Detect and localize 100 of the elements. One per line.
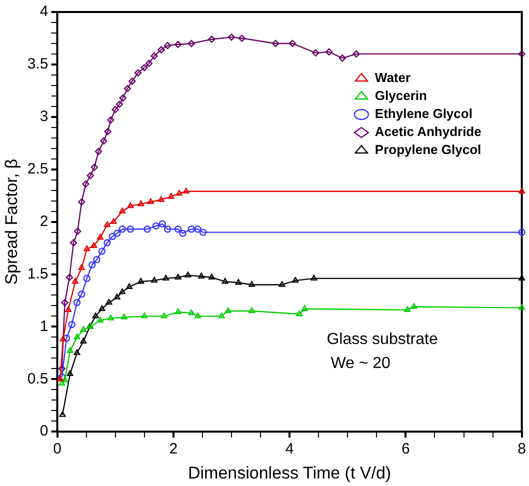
point xyxy=(410,303,418,309)
y-tick-label: 0.5 xyxy=(27,370,48,388)
y-tick-label: 3.5 xyxy=(27,56,48,73)
point xyxy=(78,290,86,298)
point xyxy=(114,294,120,300)
point xyxy=(174,226,182,233)
point xyxy=(222,278,228,284)
point xyxy=(65,306,72,312)
point xyxy=(107,116,114,124)
point xyxy=(148,198,154,204)
y-tick-label: 1.5 xyxy=(27,265,48,282)
legend-label: Acetic Anhydride xyxy=(374,124,482,140)
x-tick-label: 2 xyxy=(169,440,178,458)
y-tick-label: 2 xyxy=(40,212,48,230)
point xyxy=(58,380,66,386)
point xyxy=(113,230,121,237)
legend-label: Propylene Glycol xyxy=(374,142,482,158)
point xyxy=(176,190,182,196)
y-axis-title: Spread Factor, β xyxy=(2,158,21,285)
point xyxy=(83,274,90,282)
point xyxy=(199,228,207,236)
point xyxy=(164,42,172,50)
point xyxy=(82,180,90,188)
point xyxy=(158,46,165,54)
point xyxy=(248,307,255,314)
point xyxy=(312,49,320,57)
point xyxy=(188,40,195,48)
point xyxy=(162,274,170,281)
point xyxy=(118,226,126,233)
point xyxy=(518,228,526,236)
point xyxy=(107,314,114,320)
point xyxy=(119,94,126,102)
point xyxy=(174,308,182,314)
point xyxy=(59,411,66,417)
point xyxy=(90,242,98,248)
point xyxy=(404,306,411,312)
point xyxy=(126,226,134,233)
point xyxy=(74,228,82,235)
point xyxy=(138,200,144,206)
x-axis-title: Dimensionless Time (t V/d) xyxy=(188,463,392,482)
point xyxy=(78,264,85,270)
point xyxy=(66,370,74,376)
point xyxy=(182,188,190,194)
point xyxy=(97,316,104,323)
point xyxy=(301,305,308,311)
point xyxy=(518,274,526,281)
point xyxy=(68,321,76,328)
point xyxy=(141,312,148,318)
point xyxy=(325,48,333,56)
point xyxy=(120,314,128,320)
point xyxy=(208,36,216,43)
point xyxy=(74,349,80,356)
y-tick-label: 3 xyxy=(40,108,48,126)
y-tick-label: 2.5 xyxy=(27,160,48,178)
point xyxy=(144,226,151,233)
point xyxy=(62,376,68,382)
point xyxy=(56,376,64,382)
y-tick-label: 0 xyxy=(40,422,48,440)
point xyxy=(352,50,360,58)
point xyxy=(208,274,215,280)
point xyxy=(119,208,126,214)
point xyxy=(235,279,242,285)
point xyxy=(158,196,164,202)
point xyxy=(110,218,117,224)
point xyxy=(80,338,87,344)
point xyxy=(112,106,119,114)
point xyxy=(152,222,160,230)
annotation: We ~ 20 xyxy=(330,355,391,372)
point xyxy=(98,305,106,311)
point xyxy=(92,312,99,318)
x-tick-label: 8 xyxy=(518,440,526,458)
point xyxy=(248,281,255,287)
point xyxy=(310,274,318,281)
point xyxy=(60,336,66,342)
point xyxy=(126,283,132,289)
legend-label: Ethylene Glycol xyxy=(374,106,472,122)
point xyxy=(160,312,168,318)
point xyxy=(188,309,195,316)
point xyxy=(292,276,299,283)
point xyxy=(104,239,111,246)
point xyxy=(179,230,186,237)
point xyxy=(188,226,195,233)
point xyxy=(228,34,236,41)
point xyxy=(140,64,148,72)
point xyxy=(288,40,296,48)
point xyxy=(97,234,104,240)
point xyxy=(104,128,112,136)
point xyxy=(86,172,94,180)
point xyxy=(151,276,158,283)
point xyxy=(138,278,144,284)
point xyxy=(272,40,280,48)
point xyxy=(84,245,90,252)
point xyxy=(238,34,246,42)
point xyxy=(74,334,80,340)
x-tick-label: 0 xyxy=(53,440,62,458)
point xyxy=(66,274,74,281)
point xyxy=(66,347,74,353)
point xyxy=(224,307,232,314)
x-tick-label: 6 xyxy=(402,440,410,458)
y-tick-label: 4 xyxy=(40,3,48,20)
